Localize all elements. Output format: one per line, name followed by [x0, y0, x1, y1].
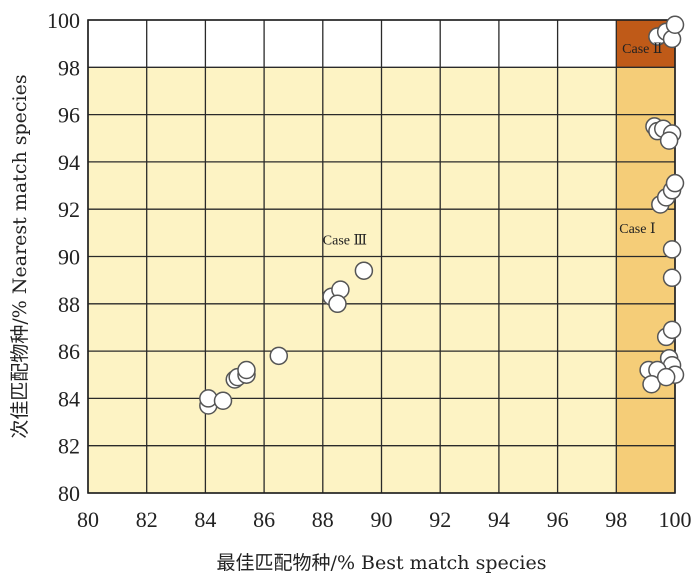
tick-labels: 80 82 84 86 88 90 92 94 96 98 100 80 82 84 86 88 90 92 94 9… — [47, 8, 692, 532]
case-label: Case Ⅱ — [622, 42, 662, 57]
case-label: Case Ⅰ — [619, 222, 655, 237]
y-tick-label: 88 — [58, 292, 80, 317]
data-point — [662, 268, 682, 288]
x-tick-label: 88 — [312, 507, 334, 532]
y-tick-label: 82 — [58, 434, 80, 459]
y-tick-label: 80 — [58, 481, 80, 506]
case-label: Case Ⅲ — [323, 234, 367, 249]
case-annotations: Case Ⅱ Case Ⅰ Case Ⅲ — [323, 42, 663, 249]
x-axis-label: 最佳匹配物种/% Best match species — [217, 552, 547, 574]
data-points — [199, 15, 685, 415]
y-tick-label: 92 — [58, 197, 80, 222]
x-tick-label: 80 — [77, 507, 99, 532]
data-point — [237, 360, 256, 380]
data-point — [328, 294, 347, 314]
x-tick-label: 90 — [371, 507, 393, 532]
y-axis-label: 次佳匹配物种/% Nearest match species — [9, 74, 31, 438]
y-tick-label: 98 — [58, 55, 80, 80]
data-point — [659, 131, 679, 150]
data-point — [269, 346, 289, 366]
data-point — [213, 391, 233, 411]
x-tick-label: 82 — [136, 507, 158, 532]
y-tick-label: 84 — [58, 386, 80, 411]
y-tick-label: 94 — [58, 150, 80, 175]
x-tick-label: 92 — [429, 507, 451, 532]
data-point — [354, 261, 374, 280]
y-tick-label: 86 — [58, 339, 80, 364]
data-point — [665, 15, 685, 34]
data-point — [665, 173, 685, 193]
x-tick-label: 100 — [659, 507, 692, 532]
y-tick-label: 100 — [47, 8, 80, 33]
y-tick-label: 90 — [58, 245, 80, 270]
data-point — [656, 367, 676, 387]
x-tick-label: 84 — [194, 507, 216, 532]
region-3 — [88, 67, 617, 494]
data-point — [662, 240, 682, 259]
data-point — [642, 374, 661, 394]
x-tick-label: 86 — [253, 507, 275, 532]
data-point — [662, 320, 682, 340]
x-tick-label: 96 — [547, 507, 569, 532]
x-tick-label: 94 — [488, 507, 510, 532]
y-tick-label: 96 — [58, 103, 80, 128]
x-tick-label: 98 — [605, 507, 627, 532]
